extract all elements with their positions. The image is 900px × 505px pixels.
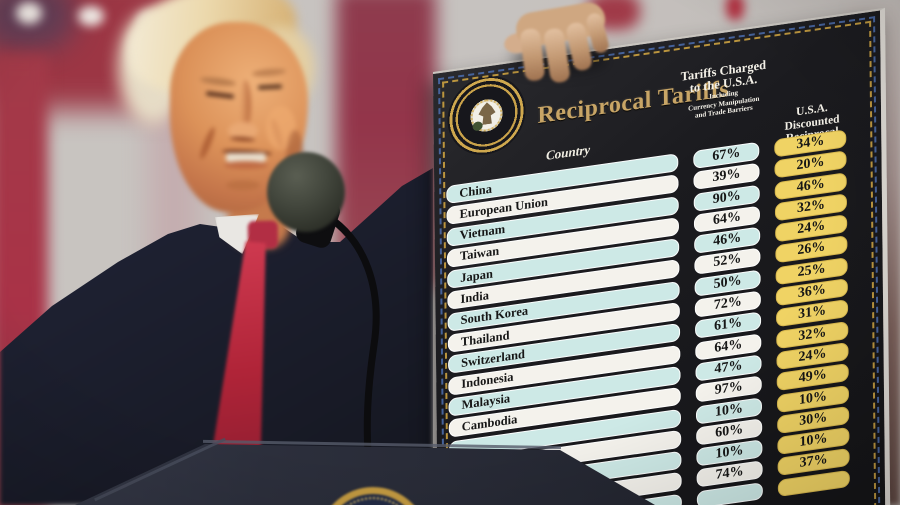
discounted-header-line: U.S.A. Discounted bbox=[784, 101, 840, 133]
charged-cell: 67% bbox=[693, 141, 760, 169]
discounted-cell: 32% bbox=[774, 193, 848, 222]
charged-cell: 10% bbox=[695, 396, 763, 425]
charged-cell: 64% bbox=[695, 333, 762, 361]
country-cell: European Union bbox=[446, 174, 679, 226]
discounted-cell: 30% bbox=[777, 405, 850, 434]
discounted-cell: 10% bbox=[777, 427, 850, 456]
country-cell: Vietnam bbox=[446, 195, 679, 247]
country-cell: Thailand bbox=[447, 302, 680, 353]
country-cell: Indonesia bbox=[448, 344, 681, 396]
country-column-header: Country bbox=[545, 141, 591, 163]
flag-red-patch bbox=[726, 0, 744, 20]
discounted-cell: 31% bbox=[775, 299, 849, 328]
microphone-icon bbox=[267, 152, 345, 232]
country-cell: Japan bbox=[447, 238, 680, 290]
eyebrow bbox=[251, 67, 287, 78]
country-cell: Malaysia bbox=[448, 365, 681, 417]
chin bbox=[226, 180, 260, 190]
charged-cell: 50% bbox=[694, 269, 761, 297]
flag-star bbox=[78, 6, 104, 26]
discounted-cell bbox=[777, 469, 850, 498]
charged-cell: 46% bbox=[694, 226, 761, 255]
discounted-header-line: Reciprocal Tariffs bbox=[785, 125, 839, 157]
eye bbox=[205, 91, 235, 99]
charged-header-line: Tariffs Charged bbox=[680, 57, 767, 84]
charged-column-header: Tariffs Charged to the U.S.A. Including … bbox=[677, 58, 770, 122]
charged-cell: 39% bbox=[693, 162, 760, 191]
charged-cell: 60% bbox=[696, 418, 763, 446]
country-cell: Taiwan bbox=[446, 216, 680, 268]
charged-header-line: Including bbox=[709, 88, 739, 101]
table-row: China 67% 34% bbox=[446, 129, 847, 205]
table-row: India 52% 26% bbox=[447, 235, 848, 311]
discounted-cell: 24% bbox=[776, 341, 849, 371]
board-surface: Reciprocal Tariffs Country Tariffs Charg… bbox=[433, 7, 893, 505]
table-row: Cambodia 97% 49% bbox=[448, 363, 849, 439]
discounted-cell: 46% bbox=[774, 171, 847, 201]
table-row: Indonesia 64% 32% bbox=[448, 320, 849, 396]
charged-cell: 64% bbox=[693, 205, 761, 233]
charged-cell: 90% bbox=[693, 184, 760, 212]
charged-cell: 97% bbox=[695, 375, 762, 403]
smile-line bbox=[197, 125, 218, 161]
charged-cell: 52% bbox=[694, 247, 761, 276]
table-row: Switzerland 61% 31% bbox=[447, 299, 849, 375]
discounted-cell: 24% bbox=[775, 214, 848, 243]
board-title: Reciprocal Tariffs bbox=[537, 75, 730, 130]
mouth bbox=[226, 153, 266, 162]
table-row: Taiwan 64% 32% bbox=[446, 193, 848, 268]
eye bbox=[257, 84, 283, 90]
table-row: Japan 46% 24% bbox=[447, 214, 848, 290]
flag-star bbox=[16, 2, 42, 24]
tariff-table: China 67% 34% European Union 39% 20% Vietnam… bbox=[446, 129, 850, 505]
mouth bbox=[224, 161, 268, 169]
charged-cell: 72% bbox=[694, 290, 761, 318]
country-cell: Cambodia bbox=[448, 387, 681, 439]
discounted-cell: 26% bbox=[775, 235, 848, 264]
nose bbox=[228, 122, 258, 140]
discounted-cell: 37% bbox=[777, 448, 850, 477]
table-row: Thailand 72% 36% bbox=[447, 278, 848, 353]
discounted-cell: 25% bbox=[775, 256, 848, 286]
table-row: Malaysia 47% 24% bbox=[448, 341, 849, 417]
nose bbox=[240, 80, 251, 130]
discounted-cell: 10% bbox=[776, 384, 850, 413]
charged-header-line: to the U.S.A. bbox=[689, 72, 758, 96]
discounted-cell: 49% bbox=[776, 363, 849, 392]
charged-cell bbox=[696, 481, 763, 505]
discounted-cell: 20% bbox=[774, 150, 847, 179]
country-cell: India bbox=[447, 259, 680, 311]
country-cell: Switzerland bbox=[447, 323, 681, 375]
table-row: European Union 39% 20% bbox=[446, 150, 847, 226]
discounted-cell: 34% bbox=[774, 129, 847, 158]
charged-cell: 61% bbox=[694, 311, 762, 340]
charged-cell: 74% bbox=[696, 460, 763, 488]
tariff-board: Reciprocal Tariffs Country Tariffs Charg… bbox=[433, 7, 893, 505]
olive-branch-icon bbox=[472, 120, 483, 132]
discounted-column-header: U.S.A. Discounted Reciprocal Tariffs bbox=[768, 98, 857, 161]
charged-header-line: Currency Manipulation bbox=[688, 94, 760, 113]
eyebrow bbox=[199, 75, 237, 88]
table-row: South Korea 50% 25% bbox=[447, 256, 848, 332]
charged-cell: 10% bbox=[696, 439, 763, 467]
discounted-cell: 32% bbox=[776, 320, 849, 349]
discounted-cell: 36% bbox=[775, 278, 848, 307]
country-cell: China bbox=[446, 153, 679, 205]
country-cell: South Korea bbox=[447, 280, 680, 332]
charged-header-line: and Trade Barriers bbox=[694, 103, 753, 120]
table-row: Vietnam 90% 46% bbox=[446, 171, 847, 247]
charged-cell: 47% bbox=[695, 354, 762, 382]
eagle-icon bbox=[478, 101, 495, 125]
